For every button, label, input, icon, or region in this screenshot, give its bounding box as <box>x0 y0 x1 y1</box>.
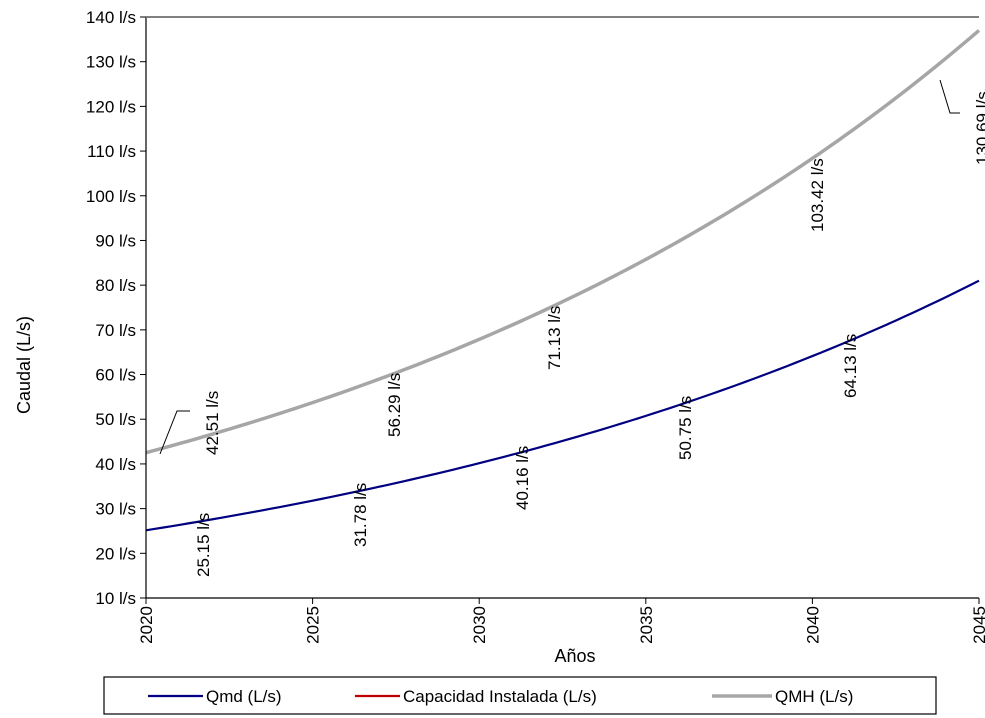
y-tick-label: 20 l/s <box>95 544 136 563</box>
data-label: 50.75 l/s <box>676 396 695 460</box>
data-label: 103.42 l/s <box>808 158 827 232</box>
y-tick-label: 90 l/s <box>95 231 136 250</box>
y-tick-label: 110 l/s <box>87 142 136 161</box>
y-tick-label: 60 l/s <box>95 366 136 385</box>
axes <box>145 16 979 599</box>
y-tick-label: 50 l/s <box>95 410 136 429</box>
y-tick-label: 100 l/s <box>86 187 136 206</box>
legend-label: Capacidad Instalada (L/s) <box>403 687 597 706</box>
x-tick-label: 2030 <box>470 606 489 644</box>
data-label: 71.13 l/s <box>545 306 564 370</box>
data-label: 130.69 l/s <box>973 91 985 165</box>
y-tick-label: 30 l/s <box>95 500 136 519</box>
x-tick-label: 2035 <box>637 606 656 644</box>
x-tick-label: 2045 <box>970 606 985 644</box>
data-labels-layer: 25.15 l/s 31.78 l/s 40.16 l/s 50.75 l/s 64.1… <box>159 79 985 577</box>
x-tick-label: 2025 <box>304 606 323 644</box>
leader-line <box>159 410 190 455</box>
y-tick-label: 40 l/s <box>95 455 136 474</box>
data-label: 25.15 l/s <box>194 513 213 577</box>
y-tick-label: 10 l/s <box>95 589 136 608</box>
data-label: 40.16 l/s <box>513 446 532 510</box>
legend: Qmd (L/s) Capacidad Instalada (L/s) QMH (L… <box>103 676 937 715</box>
legend-label: QMH (L/s) <box>775 687 853 706</box>
x-tick-label: 2040 <box>803 606 822 644</box>
x-axis-label: Años <box>554 646 595 666</box>
series-layer <box>145 29 981 532</box>
data-label: 64.13 l/s <box>841 334 860 398</box>
y-axis-label: Caudal (L/s) <box>14 316 34 414</box>
y-tick-label: 130 l/s <box>86 53 136 72</box>
y-tick-label: 120 l/s <box>86 97 136 116</box>
y-axis-ticks: 10 l/s 20 l/s 30 l/s 40 l/s 50 l/s 60 l/s 70 l… <box>86 8 146 608</box>
leader-line <box>939 79 960 114</box>
series-line-0 <box>145 279 980 532</box>
data-label: 31.78 l/s <box>351 483 370 547</box>
x-axis-ticks: 2020 2025 2030 2035 2040 2045 <box>137 598 985 644</box>
data-label: 56.29 l/s <box>385 373 404 437</box>
series-line-2 <box>145 29 981 455</box>
data-label: 42.51 l/s <box>203 391 222 455</box>
x-tick-label: 2020 <box>137 606 156 644</box>
y-tick-label: 80 l/s <box>95 276 136 295</box>
legend-frame <box>103 676 937 715</box>
y-tick-label: 70 l/s <box>95 321 136 340</box>
legend-label: Qmd (L/s) <box>206 687 282 706</box>
y-tick-label: 140 l/s <box>86 8 136 27</box>
